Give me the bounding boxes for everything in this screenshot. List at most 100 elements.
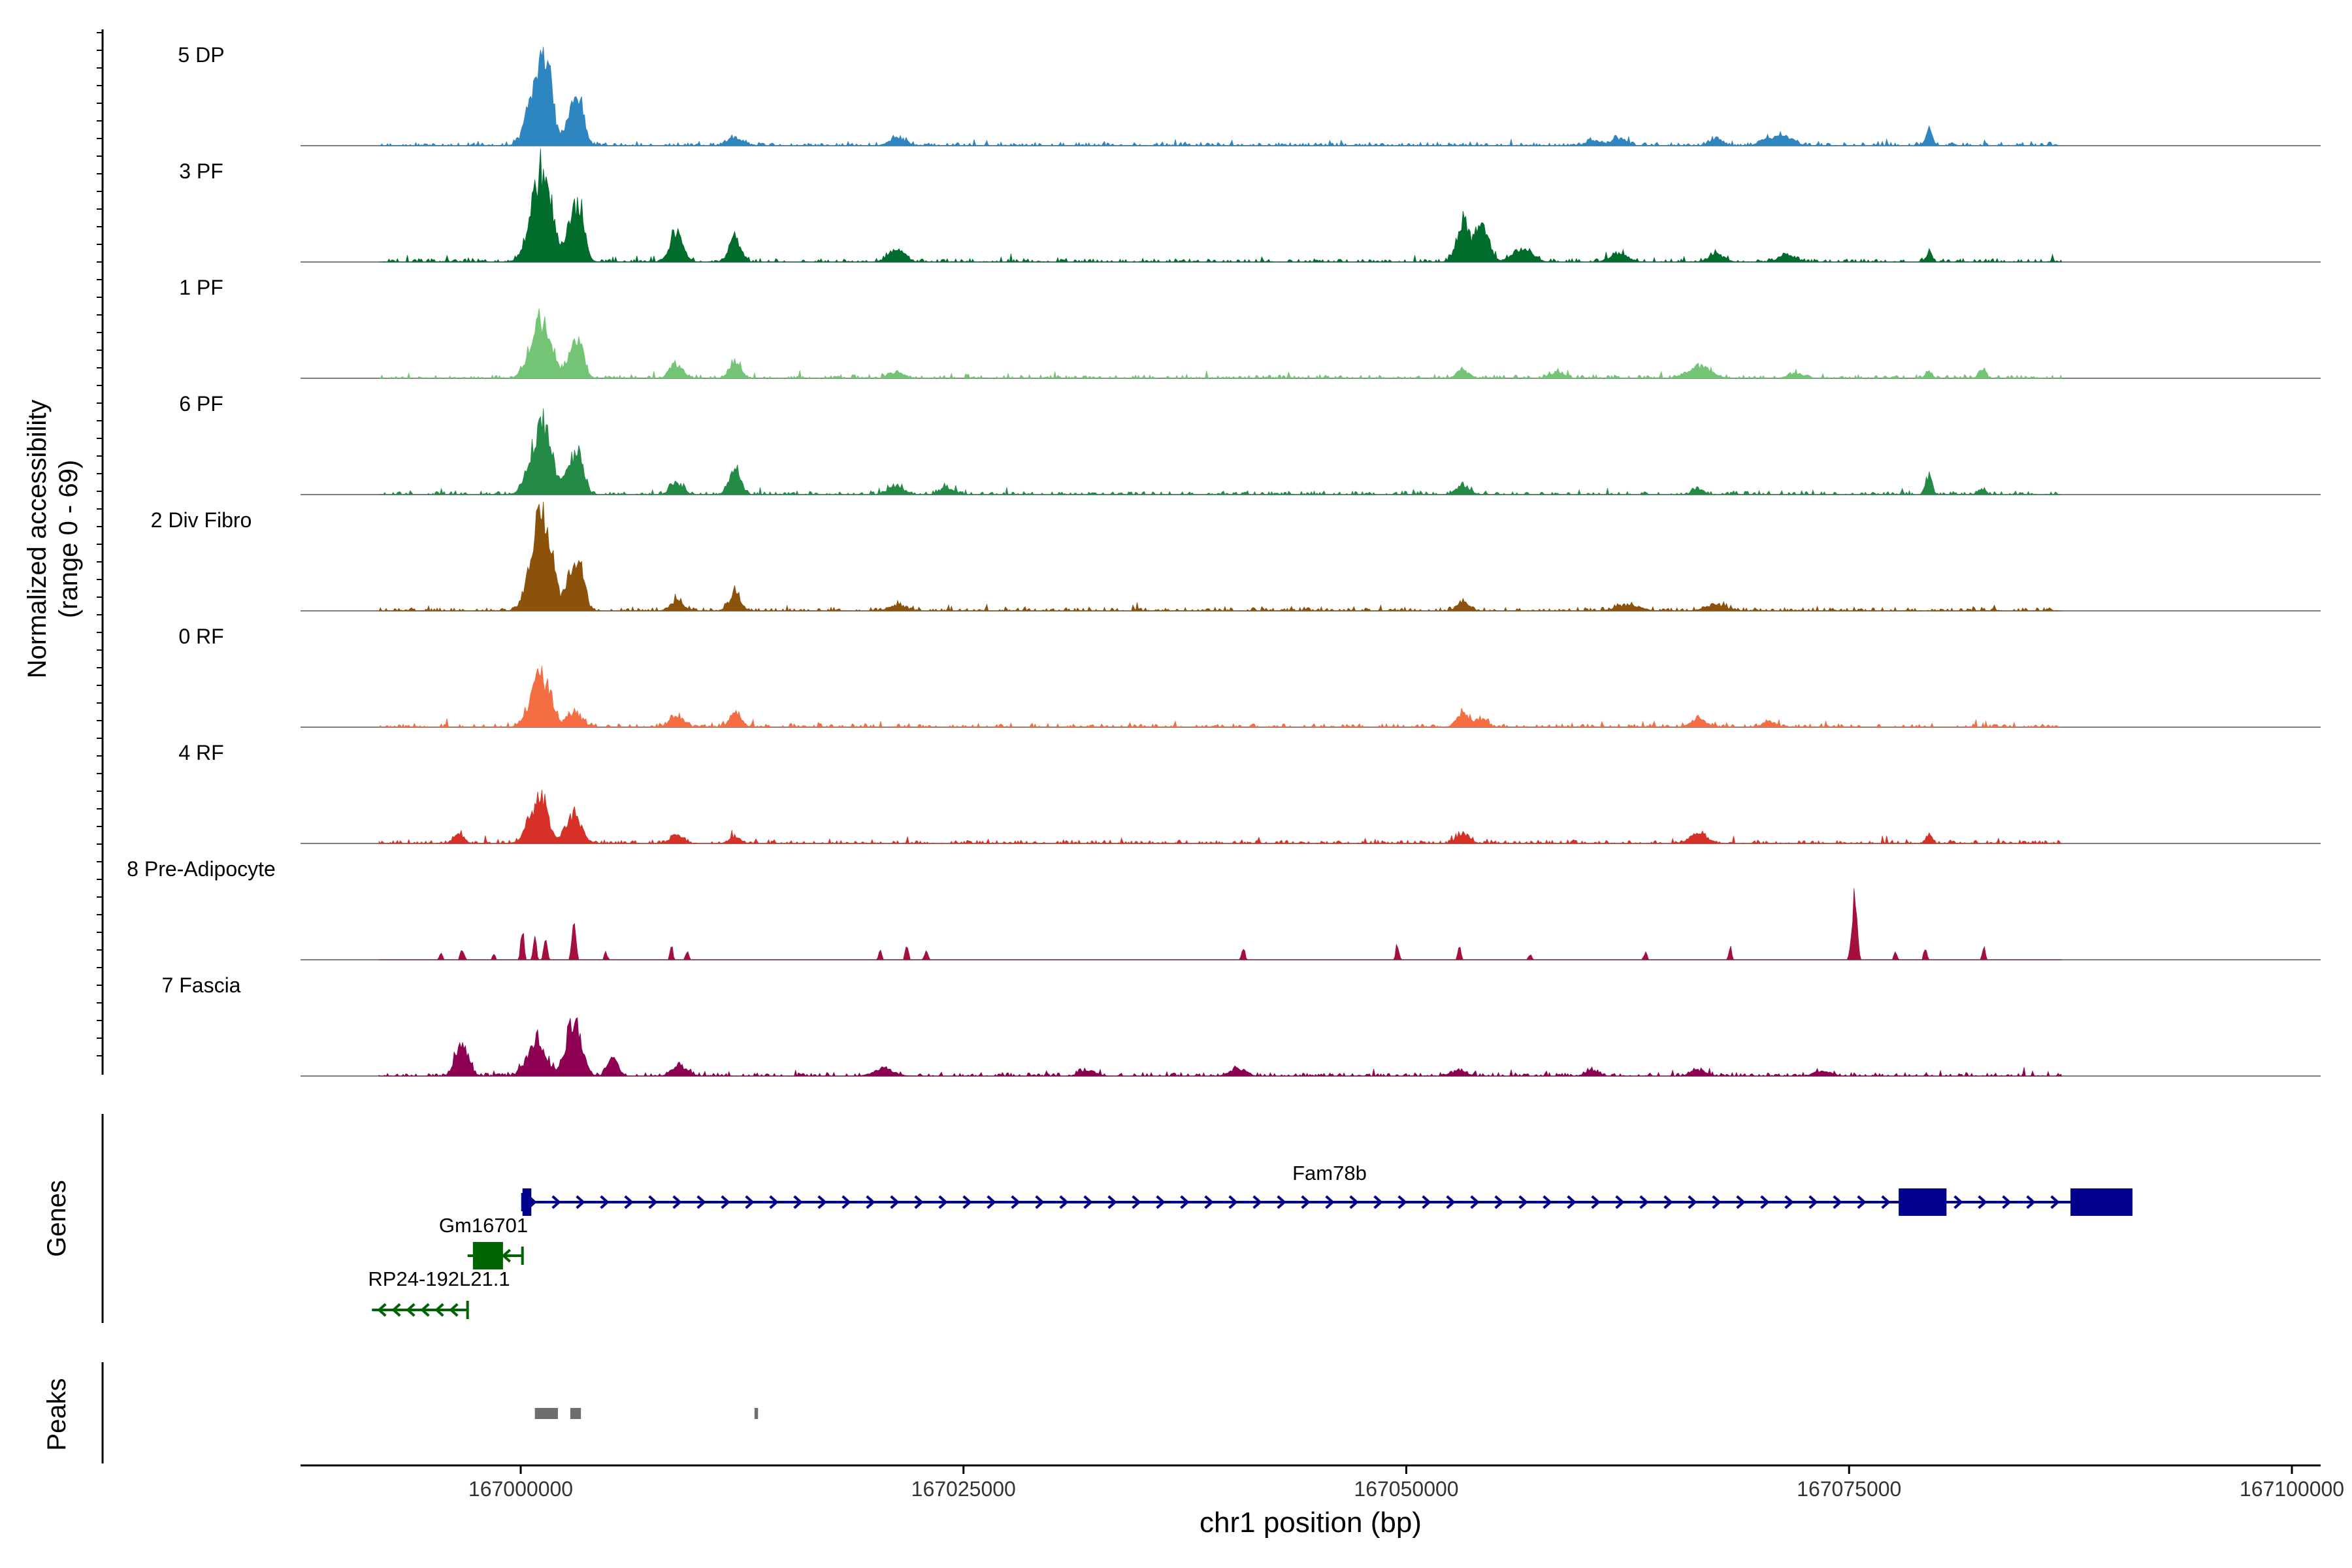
- strand-chevron: [1639, 1195, 1649, 1209]
- coverage-area: [379, 408, 2062, 496]
- peak-region: [570, 1408, 581, 1419]
- strand-chevron: [434, 1303, 444, 1317]
- strand-chevron: [962, 1195, 972, 1209]
- gene-exon: [472, 1242, 503, 1269]
- gene-rp24-192l21-1: RP24-192L21.1: [368, 1267, 510, 1319]
- strand-chevron: [866, 1195, 875, 1209]
- strand-chevron: [420, 1303, 430, 1317]
- track-0-rf: 0 RF: [178, 625, 2321, 728]
- coverage-area: [379, 888, 2062, 960]
- strand-chevron: [1228, 1195, 1238, 1209]
- coverage-area: [378, 1017, 2063, 1077]
- strand-chevron: [1615, 1195, 1625, 1209]
- track-8-pre-adipocyte: 8 Pre-Adipocyte: [127, 857, 2321, 960]
- strand-chevron: [841, 1195, 851, 1209]
- strand-chevron: [721, 1195, 730, 1209]
- track-3-pf: 3 PF: [179, 148, 2321, 263]
- gene-exon: [1899, 1188, 1947, 1216]
- track-label: 3 PF: [179, 159, 223, 183]
- coverage-area: [379, 148, 2063, 263]
- gene-exon: [522, 1188, 532, 1216]
- gene-exon: [2070, 1188, 2133, 1216]
- peak-region: [754, 1408, 759, 1419]
- strand-chevron: [696, 1195, 706, 1209]
- strand-chevron: [1349, 1195, 1359, 1209]
- strand-chevron: [1833, 1195, 1842, 1209]
- coverage-area: [378, 789, 2062, 845]
- strand-chevron: [1132, 1195, 1141, 1209]
- gene-gm16701: Gm16701: [439, 1214, 528, 1269]
- strand-chevron: [1204, 1195, 1214, 1209]
- strand-chevron: [1760, 1195, 1770, 1209]
- strand-chevron: [1470, 1195, 1480, 1209]
- strand-chevron: [1881, 1195, 1891, 1209]
- y-axis-range-label: (range 0 - 69): [54, 460, 83, 618]
- track-7-fascia: 7 Fascia: [162, 973, 2321, 1077]
- track-2-div-fibro: 2 Div Fibro: [151, 501, 2321, 612]
- gene-annotation-track: Fam78b Gm16701 RP24-192L21.1: [368, 1162, 2133, 1319]
- strand-chevron: [1953, 1195, 1963, 1209]
- strand-chevron: [1688, 1195, 1697, 1209]
- track-label: 4 RF: [178, 741, 223, 764]
- track-4-rf: 4 RF: [178, 741, 2321, 845]
- strand-chevron: [624, 1195, 634, 1209]
- strand-chevron: [1808, 1195, 1818, 1209]
- strand-chevron: [1059, 1195, 1069, 1209]
- strand-chevron: [2050, 1195, 2060, 1209]
- strand-chevron: [914, 1195, 924, 1209]
- strand-chevron: [449, 1303, 459, 1317]
- peaks-panel-label: Peaks: [42, 1378, 71, 1450]
- strand-chevron: [1083, 1195, 1093, 1209]
- x-tick-label: 167075000: [1797, 1477, 1901, 1501]
- strand-chevron: [2026, 1195, 2036, 1209]
- x-tick-label: 167050000: [1354, 1477, 1458, 1501]
- track-label: 0 RF: [178, 625, 223, 648]
- strand-chevron: [1373, 1195, 1383, 1209]
- track-label: 2 Div Fibro: [151, 508, 252, 532]
- strand-chevron: [1397, 1195, 1407, 1209]
- strand-chevron: [1543, 1195, 1552, 1209]
- strand-chevron: [1107, 1195, 1117, 1209]
- peak-regions-track: [534, 1408, 759, 1419]
- gene-label: Fam78b: [1292, 1162, 1367, 1184]
- gene-label: Gm16701: [439, 1214, 528, 1237]
- strand-chevron: [648, 1195, 658, 1209]
- y-axis-label: Normalized accessibility: [23, 400, 52, 679]
- strand-chevron: [1736, 1195, 1746, 1209]
- gene-fam78b: Fam78b: [521, 1162, 2133, 1216]
- genes-panel-label: Genes: [42, 1180, 71, 1257]
- strand-chevron: [1180, 1195, 1190, 1209]
- strand-chevron: [672, 1195, 682, 1209]
- strand-chevron: [501, 1249, 512, 1263]
- x-axis-label: chr1 position (bp): [1200, 1507, 1422, 1539]
- strand-chevron: [1663, 1195, 1673, 1209]
- strand-chevron: [1035, 1195, 1045, 1209]
- coverage-area: [378, 666, 2062, 728]
- strand-chevron: [1494, 1195, 1504, 1209]
- strand-chevron: [1325, 1195, 1335, 1209]
- coverage-area: [378, 501, 2062, 612]
- track-6-pf: 6 PF: [179, 392, 2321, 496]
- strand-chevron: [391, 1303, 401, 1317]
- strand-chevron: [377, 1303, 387, 1317]
- strand-chevron: [576, 1195, 585, 1209]
- strand-chevron: [1712, 1195, 1722, 1209]
- x-tick-label: 167000000: [468, 1477, 573, 1501]
- strand-chevron: [1156, 1195, 1166, 1209]
- strand-chevron: [793, 1195, 803, 1209]
- strand-chevron: [1011, 1195, 1021, 1209]
- strand-chevron: [551, 1195, 561, 1209]
- track-label: 6 PF: [179, 392, 223, 416]
- strand-chevron: [745, 1195, 755, 1209]
- strand-chevron: [1518, 1195, 1528, 1209]
- peak-region: [534, 1408, 558, 1419]
- track-label: 5 DP: [178, 43, 224, 67]
- strand-chevron: [769, 1195, 779, 1209]
- strand-chevron: [600, 1195, 610, 1209]
- strand-chevron: [406, 1303, 416, 1317]
- strand-chevron: [1591, 1195, 1601, 1209]
- track-label: 7 Fascia: [162, 973, 241, 997]
- strand-chevron: [1422, 1195, 1431, 1209]
- y-axis-ticks: [97, 32, 103, 1056]
- x-tick-label: 167100000: [2240, 1477, 2344, 1501]
